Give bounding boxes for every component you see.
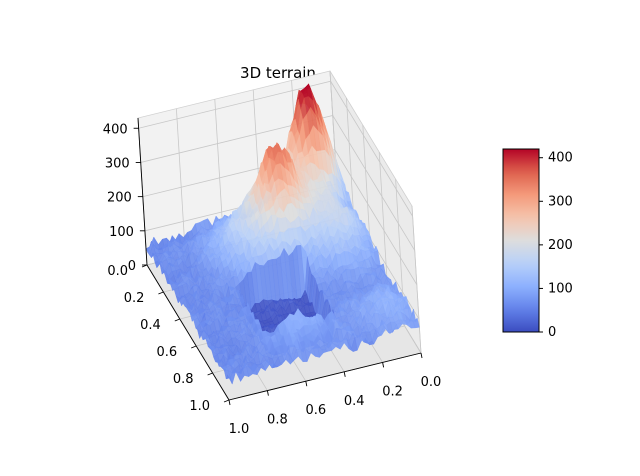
colorbar-tick-label: 0 xyxy=(548,325,556,340)
colorbar-tick-label: 100 xyxy=(548,281,573,296)
colorbar: 0 100 200 300 400 xyxy=(502,148,573,340)
gridline xyxy=(138,80,413,217)
z-tick-label: 0 xyxy=(128,259,136,274)
x-tick-mark xyxy=(382,362,385,368)
x-tick-mark xyxy=(228,399,231,406)
x-tick-label: 0.2 xyxy=(382,384,403,399)
y-tick-mark xyxy=(174,318,180,322)
x-tick-mark xyxy=(343,371,346,377)
surface-patch xyxy=(225,374,233,385)
y-tick-label: 1.0 xyxy=(189,399,210,414)
y-tick-mark xyxy=(223,399,230,403)
z-axis-line xyxy=(137,117,148,266)
gridline xyxy=(411,205,422,354)
x-tick-label: 0.8 xyxy=(267,413,288,428)
x-tick-label: 0.4 xyxy=(344,394,365,409)
y-tick-label: 0.2 xyxy=(124,291,145,306)
gridline xyxy=(142,149,418,285)
y-axis-line xyxy=(146,264,230,401)
z-tick-label: 100 xyxy=(109,225,134,240)
y-tick-label: 0.4 xyxy=(140,318,161,333)
y-tick-label: 0.8 xyxy=(173,372,194,387)
y-tick-mark xyxy=(158,291,164,295)
gridline xyxy=(378,151,389,300)
terrain-surface xyxy=(145,83,420,385)
z-tick-label: 300 xyxy=(105,156,130,171)
axis-ticks: 0.0 0.2 0.4 0.6 0.8 1.0 0.0 0.2 0.4 0.6 0.8 1.0 0 100… xyxy=(103,117,442,437)
chart-title: 3D terrain xyxy=(240,64,316,82)
gridline xyxy=(176,108,186,256)
y-tick-label: 0.0 xyxy=(107,264,128,279)
x-tick-label: 0.0 xyxy=(421,375,442,390)
z-tick-label: 400 xyxy=(103,122,128,137)
x-tick-label: 0.6 xyxy=(305,403,326,418)
z-tick-label: 200 xyxy=(107,191,132,206)
colorbar-tick-label: 200 xyxy=(548,238,573,253)
colorbar-tick-label: 400 xyxy=(548,151,573,166)
y-tick-mark xyxy=(207,372,213,376)
colorbar-gradient xyxy=(502,148,540,333)
colorbar-ticks: 0 100 200 300 400 xyxy=(539,151,573,340)
y-tick-label: 0.6 xyxy=(157,345,178,360)
x-tick-label: 1.0 xyxy=(229,422,250,437)
x-axis-line xyxy=(228,352,422,401)
gridline xyxy=(140,114,416,251)
y-tick-mark xyxy=(191,345,197,349)
colorbar-tick-label: 300 xyxy=(548,194,573,209)
x-tick-mark xyxy=(266,390,269,396)
x-tick-mark xyxy=(305,381,308,387)
x-tick-mark xyxy=(420,352,423,359)
